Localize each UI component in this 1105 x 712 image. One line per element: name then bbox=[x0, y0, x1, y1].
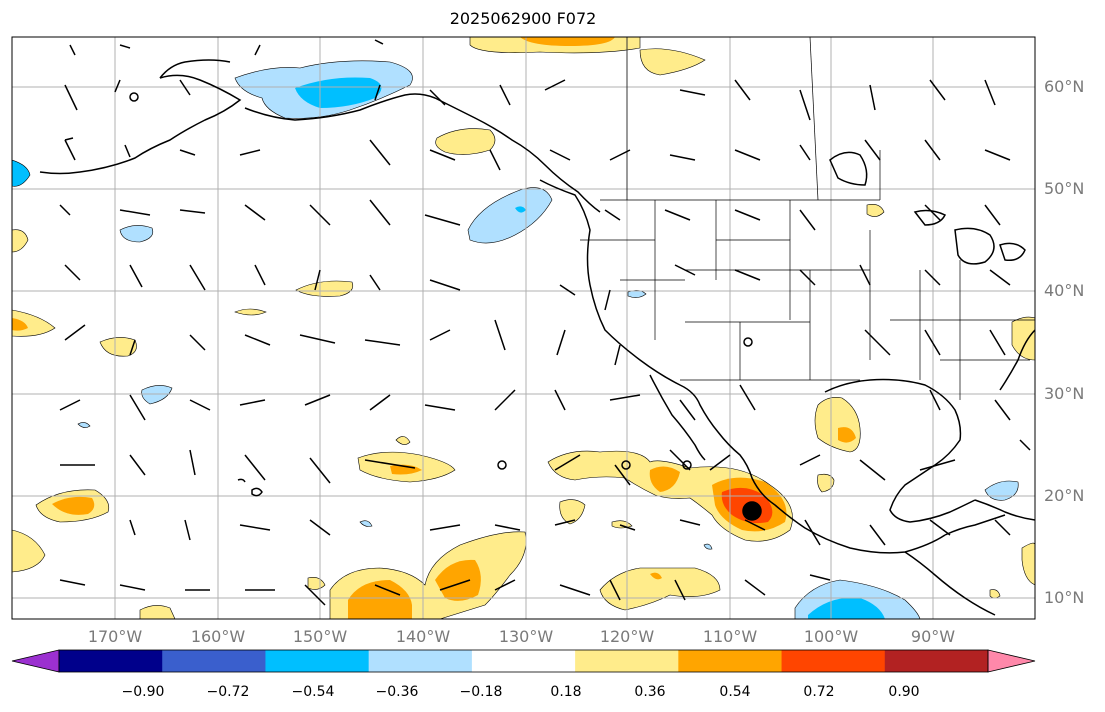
lat-label-10: 10°N bbox=[1044, 588, 1085, 607]
lon-label-140w: 140°W bbox=[395, 627, 451, 646]
lat-label-20: 20°N bbox=[1044, 486, 1085, 505]
lon-label-150w: 150°W bbox=[292, 627, 348, 646]
borders bbox=[580, 37, 1035, 400]
lon-label-130w: 130°W bbox=[498, 627, 554, 646]
colorbar-segment bbox=[162, 650, 266, 672]
colorbar-tick-label: −0.18 bbox=[459, 684, 503, 700]
map-border bbox=[11, 36, 1036, 620]
colorbar-tick-label: −0.36 bbox=[375, 684, 419, 700]
colorbar-segment bbox=[471, 650, 576, 672]
lon-label-120w: 120°W bbox=[599, 627, 655, 646]
lon-label-90w: 90°W bbox=[910, 627, 956, 646]
colorbar-segment bbox=[59, 650, 163, 672]
lat-label-40: 40°N bbox=[1044, 281, 1085, 300]
lon-label-170w: 170°W bbox=[87, 627, 143, 646]
markers bbox=[129, 92, 762, 521]
colorbar-tick-label: −0.72 bbox=[206, 684, 250, 700]
colorbar-tick-label: 0.18 bbox=[550, 684, 582, 700]
colorbar-segment bbox=[575, 650, 679, 672]
lon-label-160w: 160°W bbox=[190, 627, 246, 646]
gridlines bbox=[12, 37, 1035, 619]
colorbar-segment bbox=[368, 650, 473, 672]
colorbar-segment bbox=[781, 650, 886, 672]
colorbar-segment bbox=[884, 650, 989, 672]
lon-label-100w: 100°W bbox=[803, 627, 859, 646]
colorbar bbox=[11, 649, 1036, 673]
contour-fills bbox=[12, 37, 1035, 619]
colorbar-tick-label: −0.90 bbox=[121, 684, 165, 700]
wind-barbs bbox=[59, 39, 1031, 606]
colorbar-tick-label: 0.90 bbox=[888, 684, 920, 700]
colorbar-tick-label: 0.36 bbox=[634, 684, 666, 700]
coastlines bbox=[39, 59, 1035, 616]
colorbar-tick-label: 0.72 bbox=[803, 684, 835, 700]
colorbar-segment bbox=[265, 650, 370, 672]
colorbar-extend-low bbox=[11, 649, 60, 673]
title: 2025062900 F072 bbox=[449, 9, 597, 28]
lat-label-50: 50°N bbox=[1044, 179, 1085, 198]
lat-label-60: 60°N bbox=[1044, 77, 1085, 96]
lon-label-110w: 110°W bbox=[702, 627, 758, 646]
colorbar-extend-high bbox=[987, 649, 1036, 673]
lat-label-30: 30°N bbox=[1044, 384, 1085, 403]
colorbar-tick-label: −0.54 bbox=[291, 684, 335, 700]
colorbar-segment bbox=[678, 650, 783, 672]
colorbar-border bbox=[58, 649, 989, 673]
colorbar-tick-label: 0.54 bbox=[719, 684, 751, 700]
